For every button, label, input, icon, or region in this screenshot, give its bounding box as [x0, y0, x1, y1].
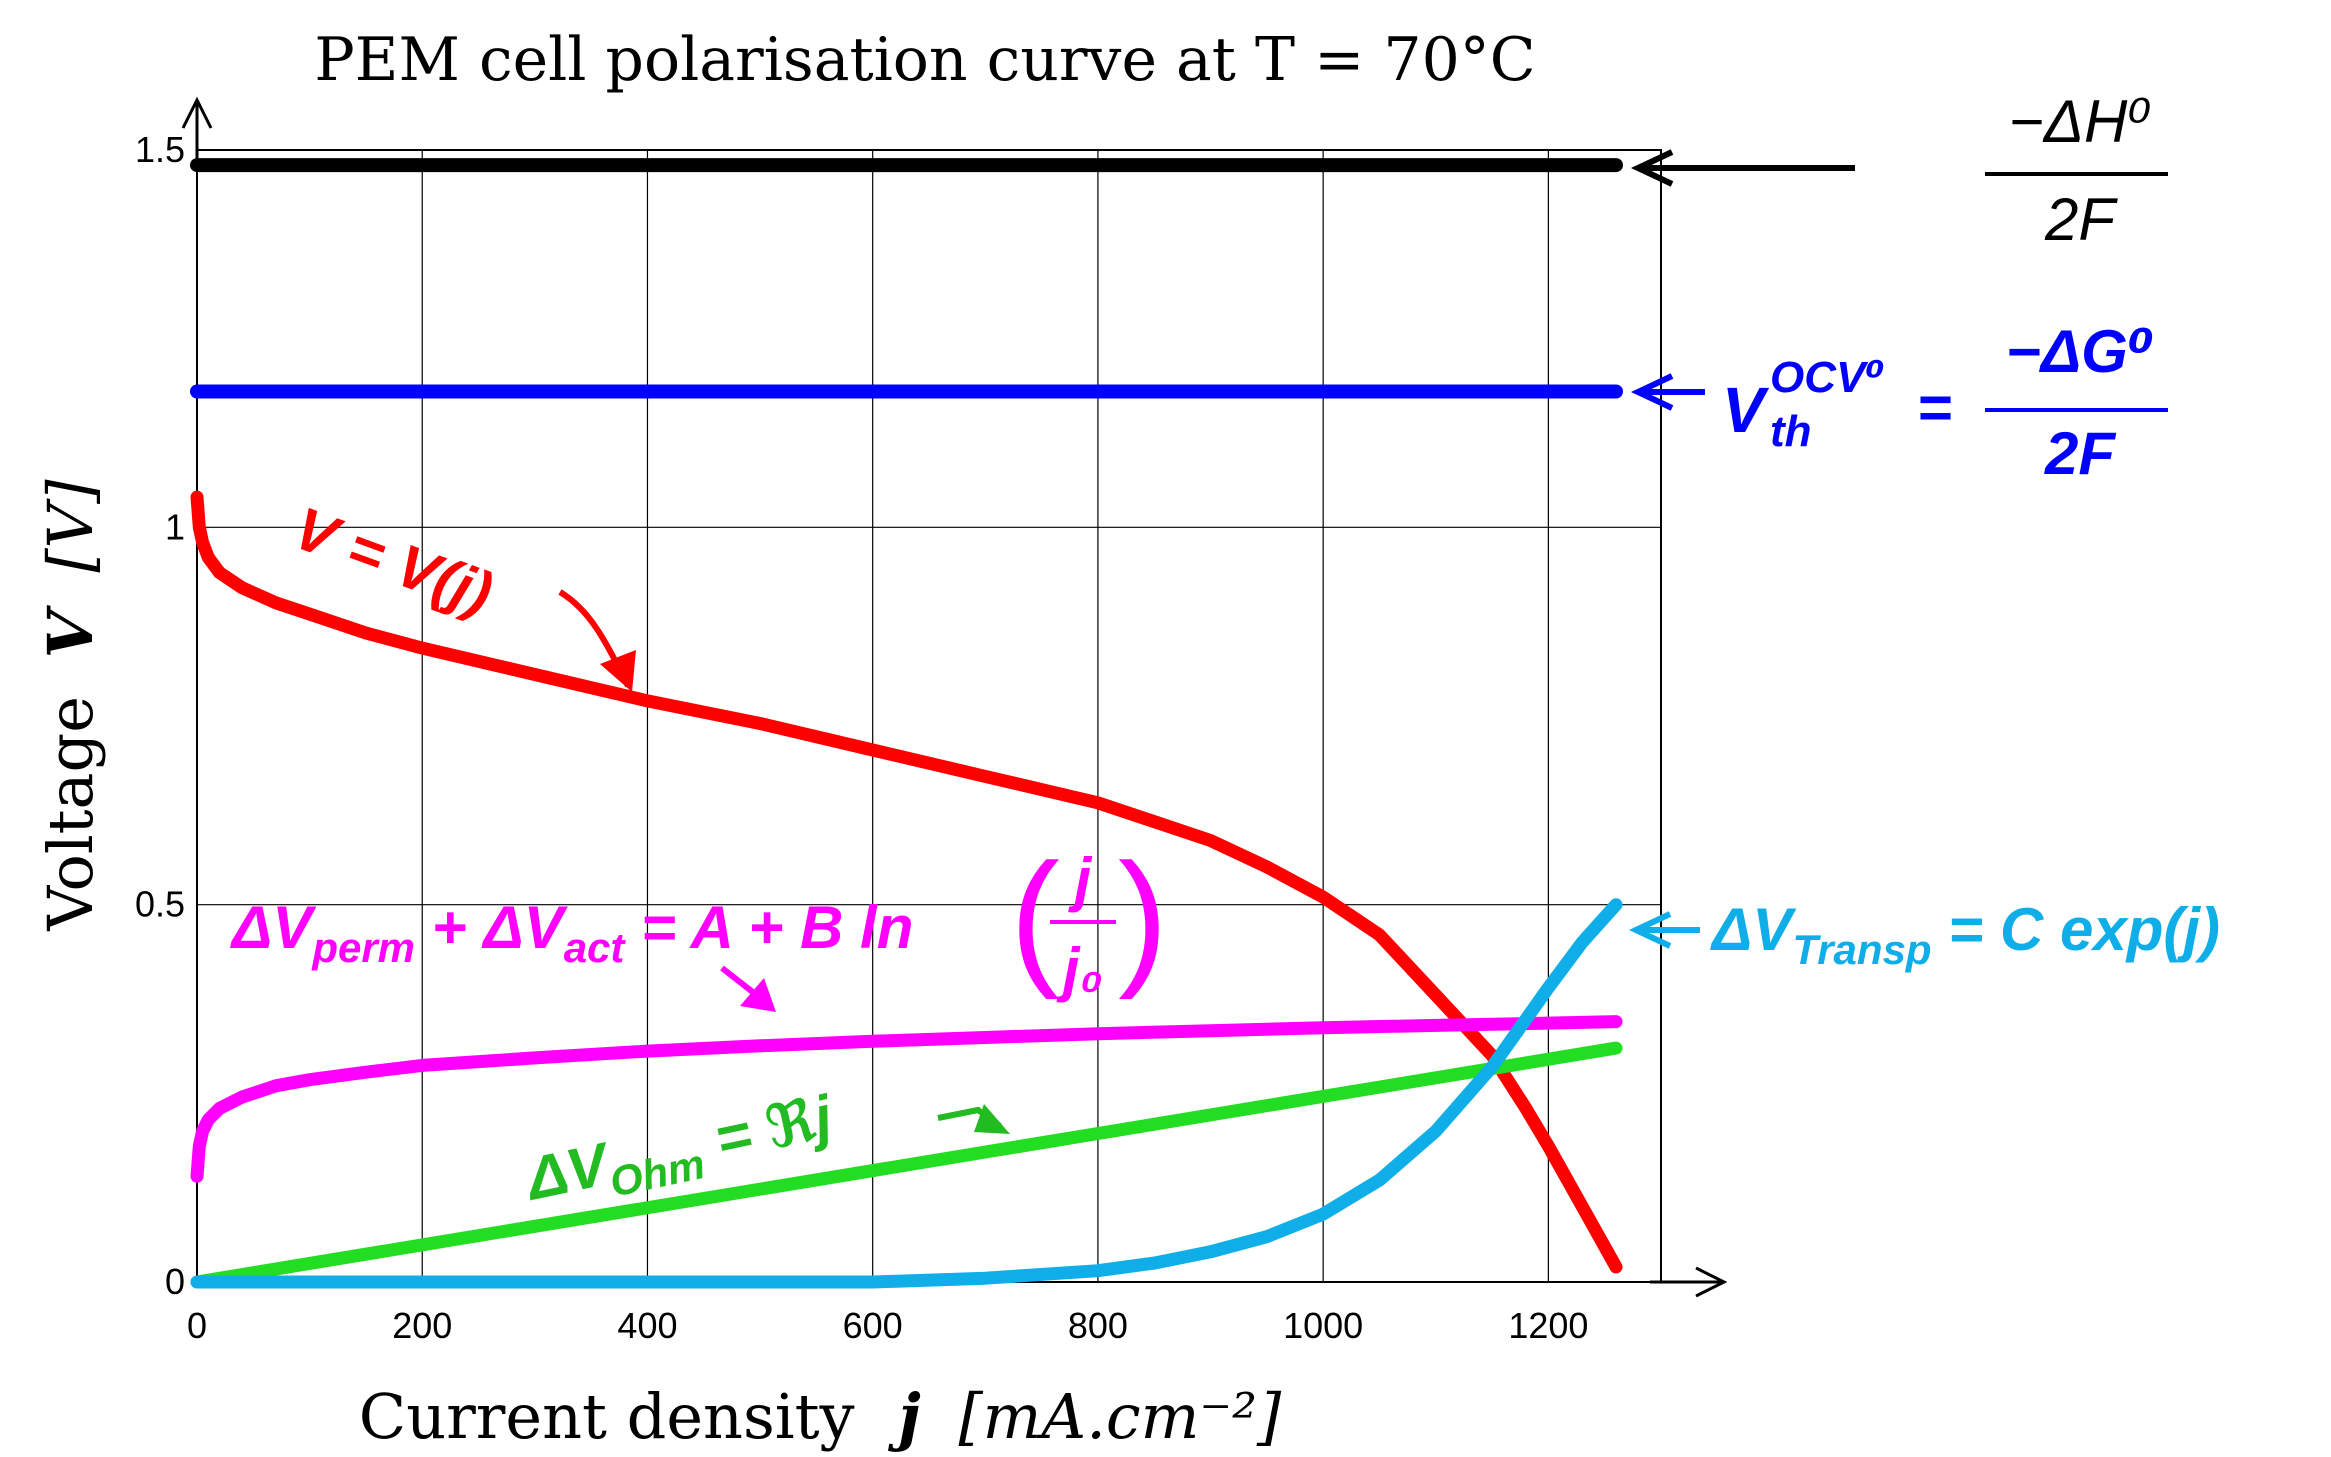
- thermoneutral-annotation: −ΔH⁰ 2F: [1630, 88, 2168, 253]
- y-tick-label: 1: [165, 506, 185, 547]
- x-tick-label: 1000: [1283, 1305, 1363, 1346]
- x-tick-label: 400: [617, 1305, 677, 1346]
- perm-act-equation: ΔVperm + ΔVact = A + B ln: [230, 894, 913, 971]
- x-axis-label: Current density j [mA.cm⁻²]: [359, 1380, 1282, 1453]
- x-axis-unit: [mA.cm⁻²]: [958, 1380, 1282, 1453]
- perm-act-close-paren: ): [1118, 832, 1168, 1000]
- perm-act-rhs: = A + B ln: [624, 894, 913, 961]
- perm-act-plus: + ΔV: [415, 894, 569, 961]
- y-tick-labels: 0 0.5 1 1.5: [135, 129, 185, 1302]
- series-line-ohmic-losses: [190, 1041, 1623, 1289]
- series-line-cell-voltage: [190, 490, 1623, 1274]
- y-axis-symbol: V: [34, 604, 107, 658]
- ohmic-annotation: ΔVOhm = ℜj: [519, 1082, 1010, 1213]
- ocv-arrowhead: [1630, 373, 1674, 411]
- perm-act-pointer-head: [740, 978, 776, 1012]
- ocv-denominator: 2F: [2044, 420, 2116, 487]
- transport-rhs: = C exp(j): [1932, 896, 2220, 963]
- transport-sub: Transp: [1792, 926, 1931, 973]
- perm-act-sub2: act: [564, 924, 627, 971]
- series-line-permeation-activation-losses: [190, 1015, 1623, 1183]
- thermoneutral-numerator: −ΔH⁰: [2009, 88, 2152, 155]
- ohmic-delta: ΔV: [519, 1129, 618, 1213]
- x-tick-label: 1200: [1508, 1305, 1588, 1346]
- ocv-sup: OCV⁰: [1770, 353, 1885, 402]
- y-axis-unit: [V]: [34, 479, 107, 573]
- transport-equation: ΔVTransp = C exp(j): [1710, 896, 2220, 973]
- ocv-annotation: V OCV⁰ th = −ΔG⁰ 2F: [1630, 318, 2168, 487]
- ohmic-pointer-head: [974, 1104, 1010, 1134]
- y-tick-label: 0.5: [135, 884, 185, 925]
- perm-act-annotation: ΔVperm + ΔVact = A + B ln ( j j₀ ): [230, 832, 1168, 1012]
- perm-act-frac-num: j: [1068, 846, 1093, 913]
- transport-arrowhead: [1628, 911, 1672, 949]
- x-tick-labels: 0 200 400 600 800 1000 1200: [187, 1305, 1588, 1346]
- x-axis-label-text: Current density: [359, 1380, 855, 1453]
- cell-voltage-pointer-head: [600, 650, 636, 692]
- transport-annotation: ΔVTransp = C exp(j): [1628, 896, 2220, 973]
- y-tick-label: 1.5: [135, 129, 185, 170]
- y-axis-label-text: Voltage: [34, 696, 107, 932]
- x-axis-arrow: [1650, 1266, 1728, 1298]
- thermoneutral-denominator: 2F: [2044, 186, 2118, 253]
- x-tick-label: 800: [1068, 1305, 1128, 1346]
- ohmic-rhs: = ℜj: [693, 1082, 839, 1176]
- perm-act-open-paren: (: [1010, 832, 1060, 1000]
- plot-frame: [196, 149, 1662, 1283]
- x-tick-label: 0: [187, 1305, 207, 1346]
- ocv-lhs: V: [1722, 374, 1770, 446]
- series-line-transport-losses: [190, 898, 1623, 1289]
- x-axis-symbol: j: [887, 1380, 920, 1453]
- grid: [197, 149, 1661, 1282]
- y-tick-label: 0: [165, 1261, 185, 1302]
- perm-act-frac-den: j₀: [1056, 936, 1103, 1003]
- series-layer: [190, 158, 1623, 1289]
- ocv-equals: =: [1918, 374, 1953, 441]
- x-tick-label: 200: [392, 1305, 452, 1346]
- perm-act-sub1: perm: [311, 924, 415, 971]
- ocv-sub: th: [1770, 407, 1812, 456]
- thermoneutral-arrowhead: [1630, 149, 1674, 187]
- chart-title: PEM cell polarisation curve at T = 70°C: [314, 25, 1535, 95]
- transport-delta: ΔV: [1710, 896, 1797, 963]
- ocv-numerator: −ΔG⁰: [2006, 318, 2154, 385]
- cell-voltage-label: V = V(j): [286, 494, 502, 627]
- x-tick-label: 600: [843, 1305, 903, 1346]
- y-axis-label: Voltage V [V]: [34, 479, 107, 932]
- perm-act-delta: ΔV: [230, 894, 317, 961]
